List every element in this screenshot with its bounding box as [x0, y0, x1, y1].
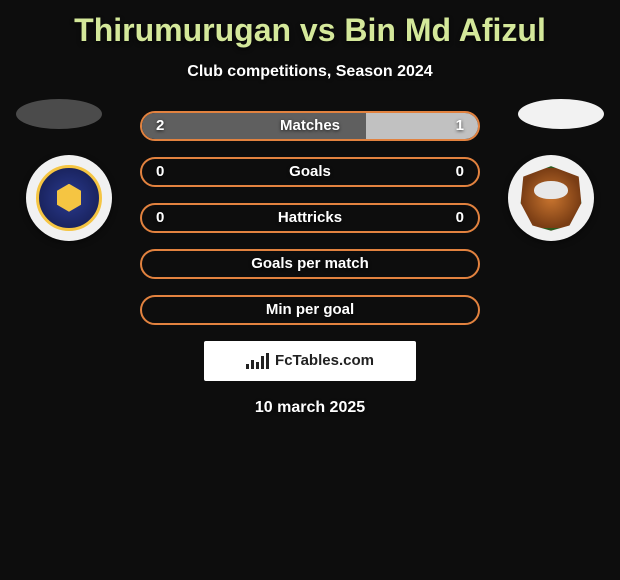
comparison-card: Thirumurugan vs Bin Md Afizul Club compe… — [0, 0, 620, 580]
stat-row: 00Hattricks — [140, 203, 480, 233]
player-right-oval — [518, 99, 604, 129]
stat-label: Goals — [142, 163, 478, 180]
team-badge-left — [26, 155, 112, 241]
team-badge-right — [508, 155, 594, 241]
stat-row: Min per goal — [140, 295, 480, 325]
player-left-oval — [16, 99, 102, 129]
stat-label: Hattricks — [142, 209, 478, 226]
bars-icon — [246, 353, 269, 369]
comparison-subtitle: Club competitions, Season 2024 — [0, 63, 620, 81]
stats-area: 21Matches 00Goals 00Hattricks Goals per mat… — [0, 111, 620, 417]
comparison-title: Thirumurugan vs Bin Md Afizul — [0, 0, 620, 49]
stat-rows: 21Matches 00Goals 00Hattricks Goals per mat… — [140, 111, 480, 325]
stat-row: 00Goals — [140, 157, 480, 187]
team-crest-left-icon — [36, 165, 102, 231]
stat-row: 21Matches — [140, 111, 480, 141]
branding-badge: FcTables.com — [204, 341, 416, 381]
stat-row: Goals per match — [140, 249, 480, 279]
stat-label: Min per goal — [142, 301, 478, 318]
branding-label: FcTables.com — [275, 352, 374, 369]
team-crest-right-icon — [518, 165, 584, 231]
stat-label: Matches — [142, 117, 478, 134]
date-line: 10 march 2025 — [0, 399, 620, 417]
stat-label: Goals per match — [142, 255, 478, 272]
